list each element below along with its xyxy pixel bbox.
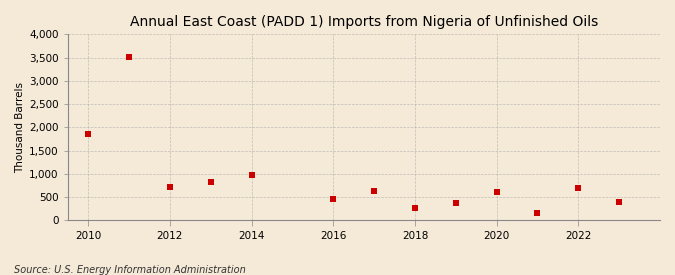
Title: Annual East Coast (PADD 1) Imports from Nigeria of Unfinished Oils: Annual East Coast (PADD 1) Imports from … xyxy=(130,15,598,29)
Text: Source: U.S. Energy Information Administration: Source: U.S. Energy Information Administ… xyxy=(14,265,245,275)
Y-axis label: Thousand Barrels: Thousand Barrels xyxy=(15,82,25,173)
